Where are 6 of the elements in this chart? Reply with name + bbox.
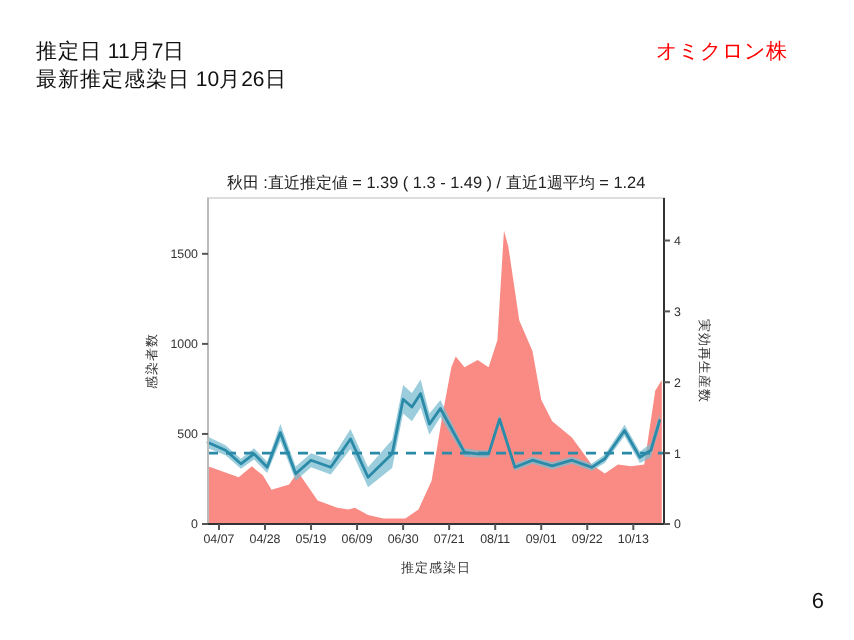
text: 推定日 11月7日 [36, 38, 186, 64]
line-series [206, 392, 662, 479]
chart-title: 秋田 :直近推定値 = 1.39 ( 1.3 - 1.49 ) / 直近1週平均 = 1.24 [226, 174, 647, 192]
text: 最新推定感染日 10月26日 [36, 66, 287, 92]
text: 6 [811, 590, 824, 614]
text: オミクロン株 [656, 38, 788, 64]
